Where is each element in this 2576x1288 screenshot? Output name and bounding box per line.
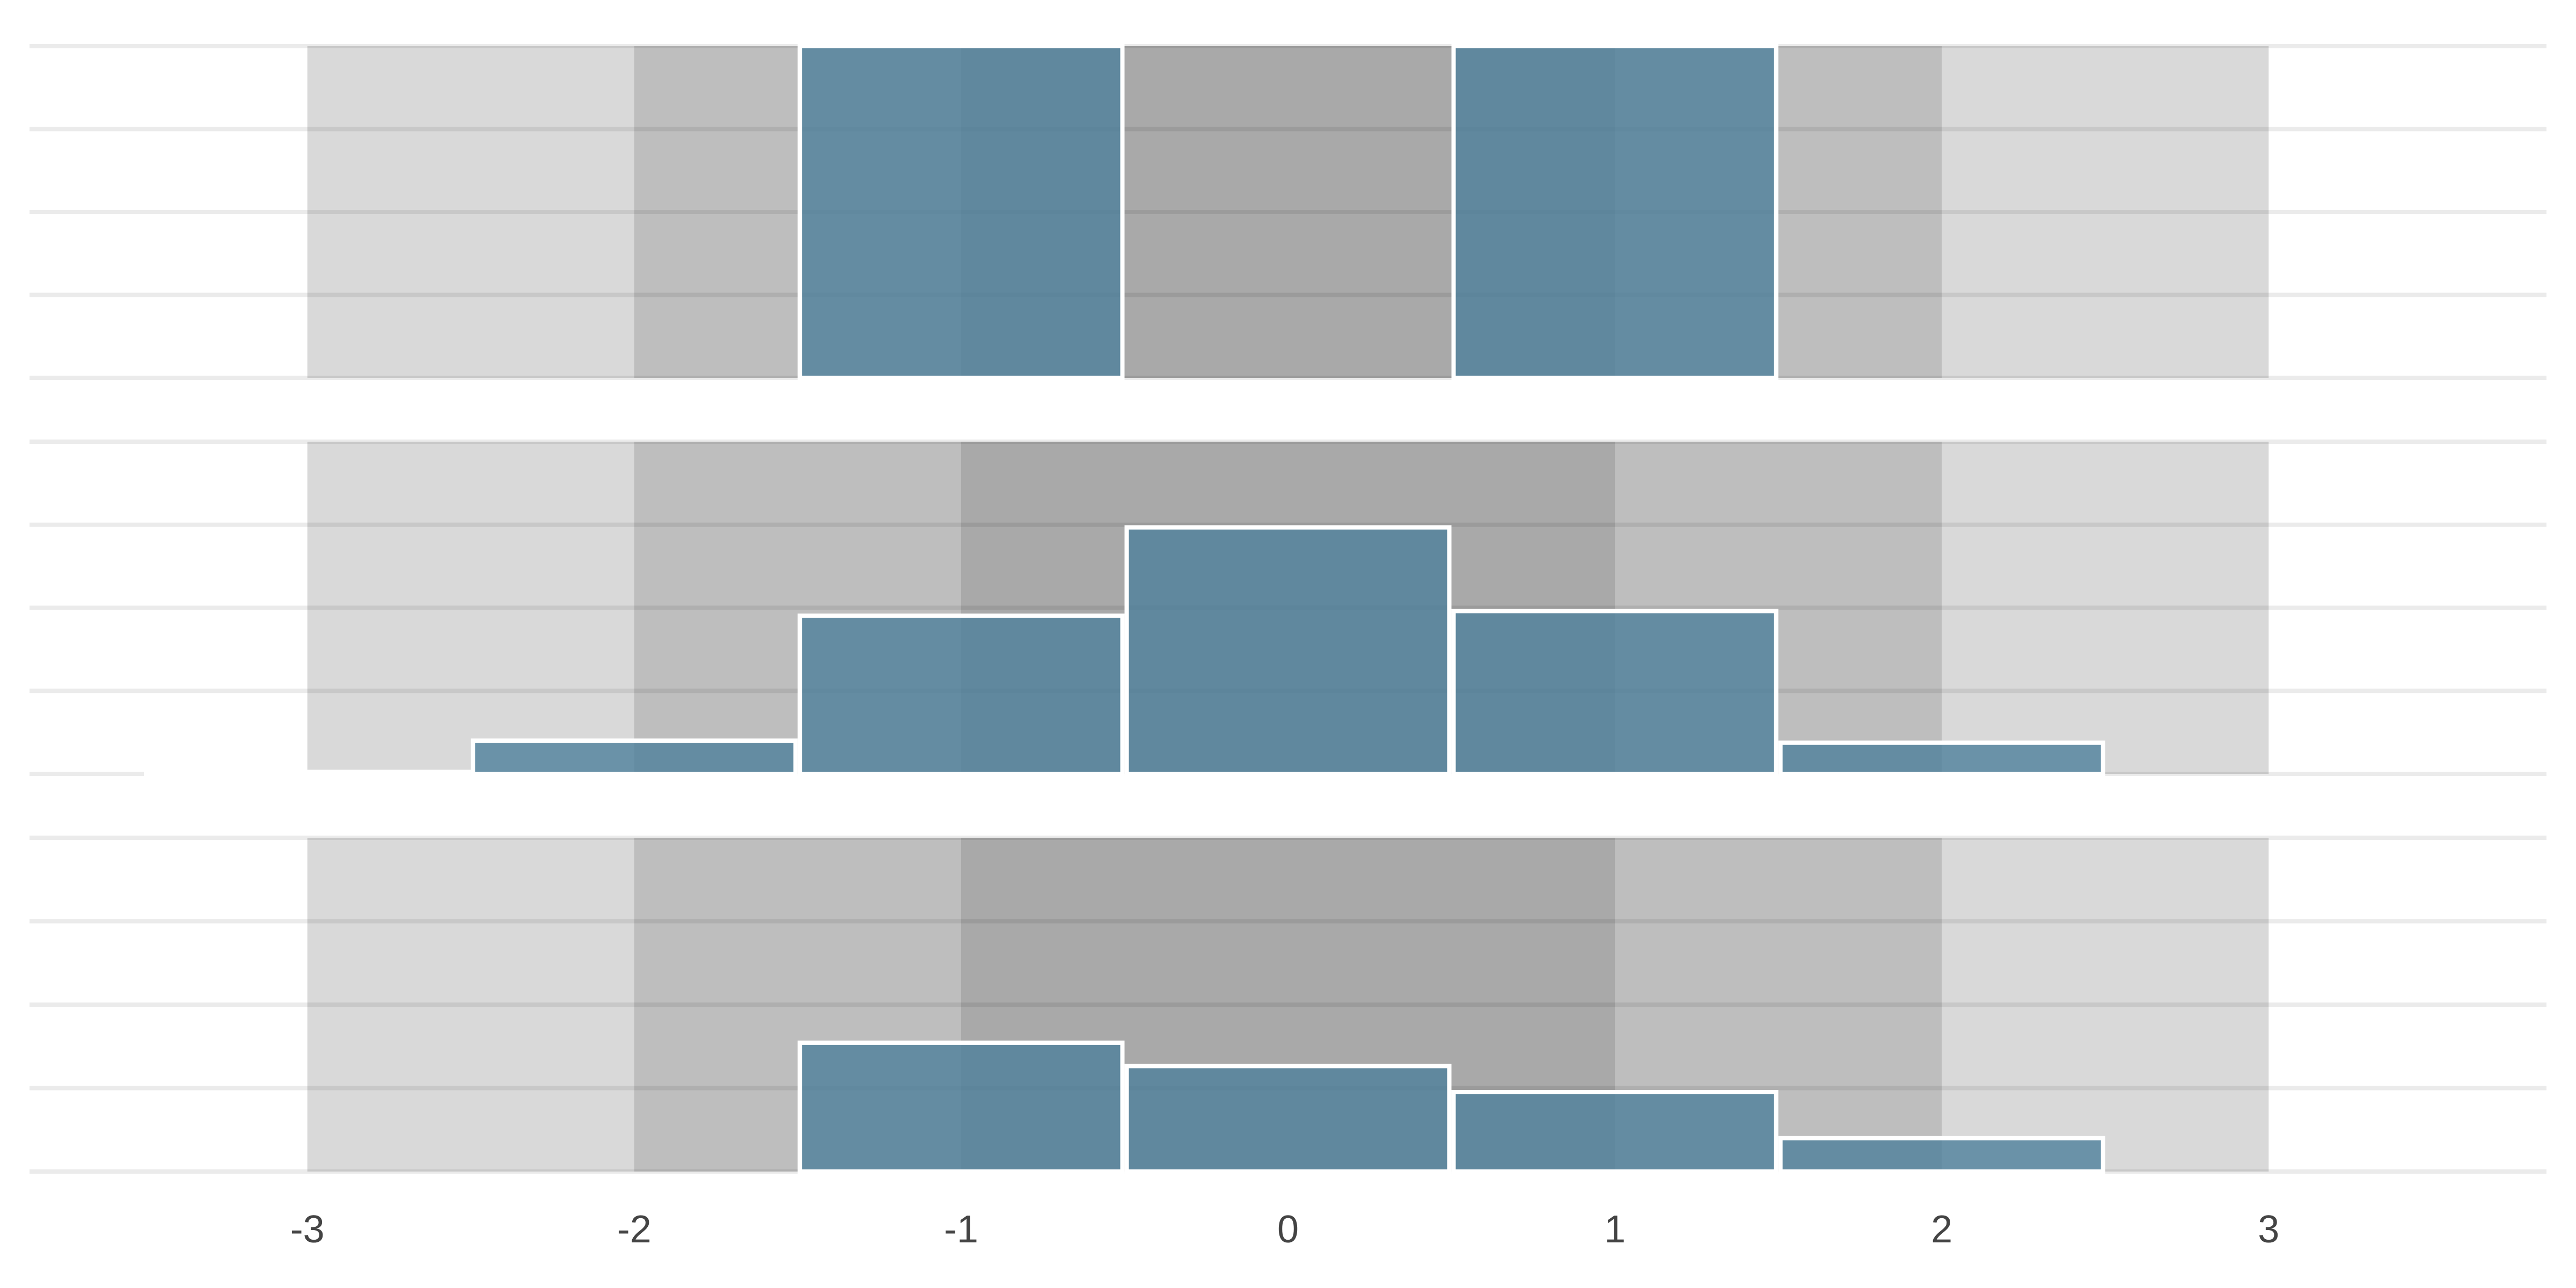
histogram-bar	[144, 770, 471, 777]
x-tick-label: 2	[1931, 1208, 1952, 1251]
histogram-bar	[797, 1040, 1125, 1174]
histogram-bar	[1778, 740, 2105, 776]
histogram-bar	[1124, 1064, 1452, 1174]
histogram-bar	[797, 613, 1125, 776]
x-tick-label: -1	[944, 1208, 978, 1251]
histogram-bar	[1451, 1089, 1779, 1174]
histogram-bar	[1451, 44, 1779, 380]
histogram-bar	[1124, 525, 1452, 777]
histogram-bar	[797, 44, 1125, 380]
x-tick-label: -3	[290, 1208, 325, 1251]
histogram-bar	[1451, 609, 1779, 776]
x-tick-label: -2	[617, 1208, 652, 1251]
histogram-bar	[1778, 1136, 2105, 1174]
x-tick-label: 0	[1277, 1208, 1299, 1251]
x-tick-label: 1	[1604, 1208, 1626, 1251]
histogram-bar	[471, 738, 798, 776]
x-tick-label: 3	[2258, 1208, 2279, 1251]
